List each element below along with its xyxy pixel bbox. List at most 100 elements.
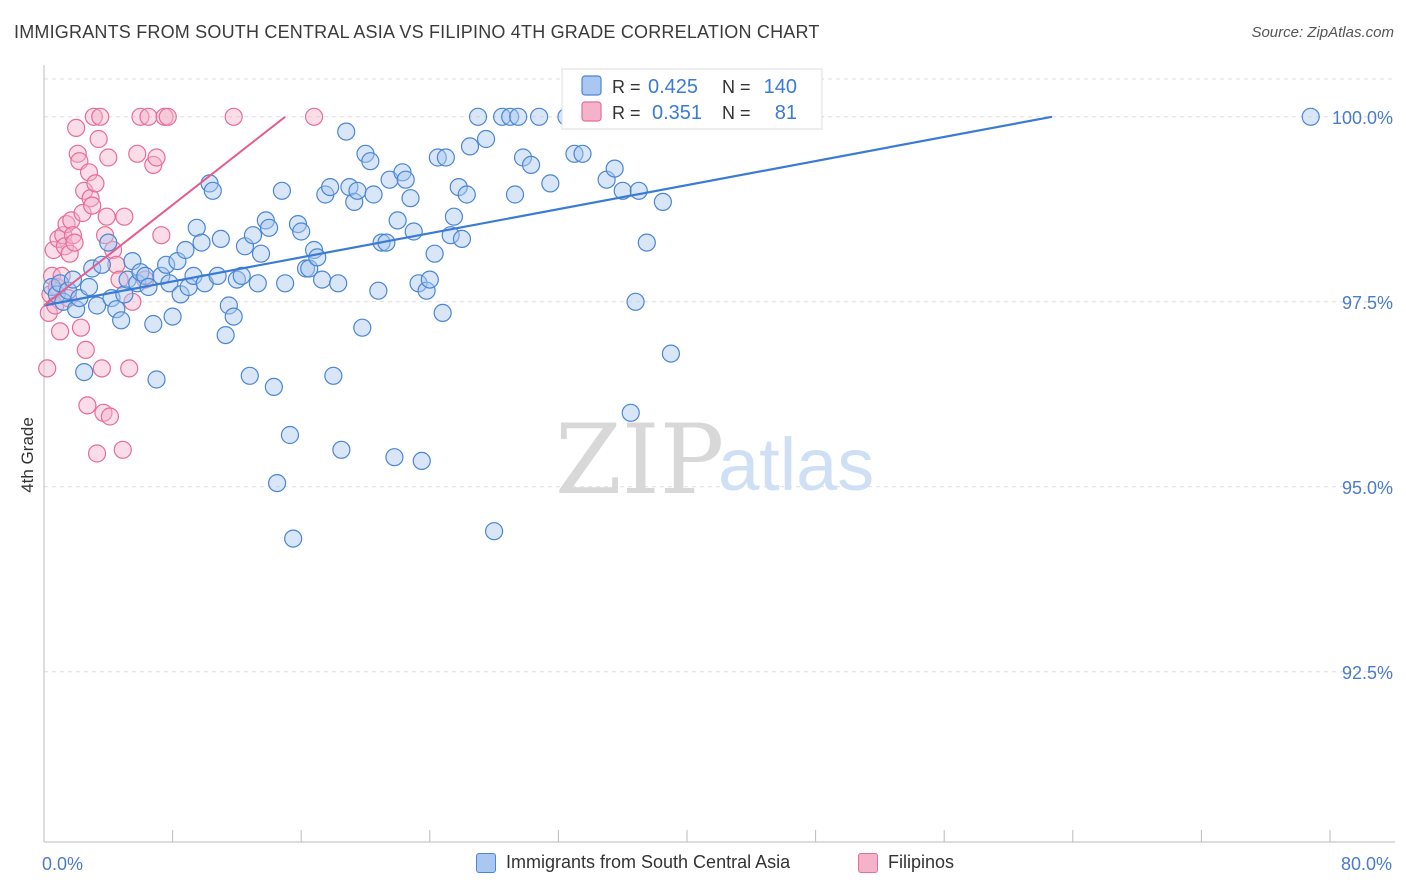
- data-point: [203, 181, 222, 200]
- data-point: [329, 274, 348, 293]
- stats-swatch-pink: [581, 101, 602, 122]
- data-point: [158, 107, 177, 126]
- data-point: [348, 181, 367, 200]
- data-point: [60, 244, 79, 263]
- data-point: [626, 292, 645, 311]
- data-point: [457, 185, 476, 204]
- legend-item-south-central-asia[interactable]: Immigrants from South Central Asia: [476, 852, 790, 873]
- data-point: [136, 266, 155, 285]
- data-point: [87, 444, 107, 463]
- data-point: [144, 314, 163, 334]
- data-point: [653, 192, 672, 211]
- data-point: [139, 107, 158, 126]
- stats-r-value-2: 0.351: [652, 102, 702, 124]
- data-point: [385, 448, 404, 467]
- data-point: [452, 229, 472, 248]
- data-point: [163, 307, 182, 326]
- data-point: [128, 144, 147, 163]
- data-point: [369, 281, 388, 300]
- legend-item-filipinos[interactable]: Filipinos: [858, 852, 954, 873]
- data-point: [485, 522, 504, 541]
- data-point: [92, 359, 111, 378]
- data-point: [50, 322, 70, 341]
- data-point: [83, 196, 102, 215]
- y-tick-label: 92.5%: [1342, 663, 1393, 683]
- data-point: [425, 244, 444, 263]
- data-point: [216, 326, 235, 345]
- data-point: [251, 244, 271, 263]
- data-point: [120, 359, 139, 378]
- data-point: [388, 211, 407, 230]
- trendline-south-central-asia: [43, 115, 1053, 307]
- data-point: [1301, 107, 1320, 126]
- data-point: [73, 203, 92, 223]
- data-point: [541, 174, 560, 193]
- source-credit: Source: ZipAtlas.com: [1251, 24, 1394, 41]
- data-point: [304, 107, 324, 126]
- data-point: [79, 277, 99, 297]
- data-point: [62, 211, 81, 230]
- data-point: [147, 370, 166, 389]
- data-point: [417, 281, 436, 300]
- data-point: [509, 107, 528, 126]
- data-point: [152, 226, 171, 245]
- trendlines: [43, 115, 1053, 307]
- data-point: [240, 366, 259, 385]
- data-point: [176, 240, 195, 260]
- legend-swatch-blue: [476, 852, 496, 873]
- data-point: [38, 359, 57, 378]
- data-point: [243, 226, 263, 245]
- stats-n-value-2: 81: [775, 102, 797, 124]
- data-point: [436, 148, 455, 167]
- data-point: [78, 396, 97, 415]
- stats-swatch-blue: [581, 75, 602, 96]
- data-point: [224, 307, 243, 326]
- data-point: [71, 318, 91, 337]
- data-point: [332, 440, 351, 459]
- legend-label: Immigrants from South Central Asia: [506, 852, 791, 872]
- data-point: [107, 300, 126, 319]
- watermark-zip: ZIP: [555, 404, 724, 516]
- data-point: [115, 207, 134, 226]
- data-point: [67, 300, 86, 319]
- data-point: [264, 377, 283, 396]
- y-axis-label: 4th Grade: [18, 417, 37, 493]
- data-point: [353, 318, 372, 337]
- data-point: [87, 296, 107, 315]
- data-point: [637, 233, 656, 252]
- watermark: ZIP atlas: [555, 404, 874, 516]
- data-point: [86, 174, 105, 193]
- data-point: [292, 222, 311, 241]
- data-point: [65, 233, 84, 252]
- y-tick-label: 95.0%: [1342, 478, 1393, 498]
- data-point: [59, 281, 78, 300]
- data-point: [420, 270, 439, 289]
- data-point: [312, 270, 332, 289]
- data-point: [308, 248, 327, 267]
- data-point: [224, 107, 243, 126]
- axes: 100.0% 97.5% 95.0% 92.5% 0.0% 80.0%: [42, 65, 1395, 874]
- data-point: [75, 363, 94, 382]
- data-point: [219, 296, 238, 315]
- data-point: [68, 144, 87, 163]
- data-point: [412, 451, 431, 470]
- series-south-central-asia: [42, 107, 1320, 548]
- stats-r-value-1: 0.425: [648, 76, 698, 98]
- data-point: [113, 440, 132, 459]
- data-point: [460, 137, 480, 156]
- y-tick-label: 100.0%: [1332, 108, 1393, 128]
- data-point: [324, 366, 343, 385]
- data-point: [63, 270, 83, 289]
- data-point: [112, 311, 131, 330]
- data-point: [364, 185, 383, 204]
- watermark-atlas: atlas: [718, 423, 874, 506]
- data-point: [63, 226, 83, 245]
- data-point: [468, 107, 488, 126]
- data-point: [92, 255, 111, 274]
- data-point: [530, 107, 549, 126]
- data-point: [433, 303, 452, 322]
- x-tick-label: 0.0%: [42, 854, 83, 874]
- data-point: [284, 529, 303, 548]
- data-point: [337, 122, 356, 141]
